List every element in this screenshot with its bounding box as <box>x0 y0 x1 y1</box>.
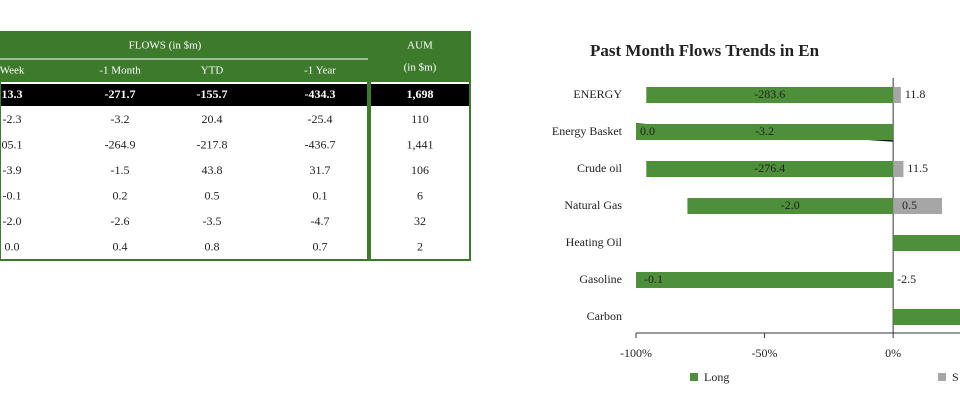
table-cell: 1,698 <box>407 87 434 101</box>
y-tick-label: Crude oil <box>577 161 623 175</box>
total-row-bg <box>0 84 368 106</box>
legend-swatch <box>938 373 946 381</box>
data-label: -2.0 <box>781 198 800 212</box>
bar <box>636 272 894 288</box>
bar <box>893 198 942 214</box>
data-label: 0.5 <box>902 198 917 212</box>
table-cell: 2 <box>417 239 423 253</box>
table-cell: -434.3 <box>305 87 336 101</box>
legend-swatch <box>690 373 698 381</box>
table-cell: -2.6 <box>111 214 130 228</box>
bar <box>646 87 894 103</box>
table-cell: 0.0 <box>5 239 20 253</box>
data-label: -3.2 <box>755 124 774 138</box>
aum-header: AUM <box>407 40 433 52</box>
table-border <box>0 31 369 261</box>
data-label: -283.6 <box>754 87 785 101</box>
legend-label: Long <box>704 370 729 384</box>
column-header: Week <box>0 65 25 77</box>
table-cell: -25.4 <box>308 112 333 126</box>
table-cell: 6 <box>417 188 423 202</box>
table-cell: -436.7 <box>305 137 336 151</box>
table-cell: 31.7 <box>310 163 331 177</box>
table-cell: 0.5 <box>205 188 220 202</box>
table-cell: 110 <box>411 112 429 126</box>
x-tick-label: 0% <box>885 346 901 360</box>
table-cell: -264.9 <box>105 137 136 151</box>
bar <box>636 124 894 140</box>
table-cell: -3.5 <box>203 214 222 228</box>
table-cell: 13.3 <box>2 87 23 101</box>
table-cell: 106 <box>411 163 429 177</box>
data-label: 11.8 <box>905 87 926 101</box>
table-group-header: FLOWS (in $m) <box>129 40 202 52</box>
chart-title: Past Month Flows Trends in En <box>590 41 820 60</box>
y-tick-label: Natural Gas <box>564 198 622 212</box>
table-cell: -0.1 <box>3 188 22 202</box>
table-cell: 0.1 <box>313 188 328 202</box>
table-cell: -2.0 <box>3 214 22 228</box>
column-header: YTD <box>201 65 224 77</box>
table-cell: 05.1 <box>2 137 23 151</box>
y-tick-label: Energy Basket <box>552 124 623 138</box>
data-label: 11.5 <box>907 161 928 175</box>
bar <box>893 309 960 325</box>
data-label: -0.1 <box>644 272 663 286</box>
y-tick-label: Heating Oil <box>566 235 623 249</box>
total-aum-bg <box>370 84 470 106</box>
table-cell: 0.2 <box>113 188 128 202</box>
data-label: -276.4 <box>754 161 785 175</box>
aum-header: (in $m) <box>404 62 437 74</box>
bar <box>893 235 960 251</box>
bar <box>646 161 894 177</box>
table-cell: 0.8 <box>205 239 220 253</box>
x-tick-label: -50% <box>752 346 778 360</box>
column-header: -1 Year <box>304 65 336 77</box>
table-cell: 1,441 <box>407 137 434 151</box>
legend-label: S <box>952 370 959 384</box>
table-cell: -217.8 <box>197 137 228 151</box>
column-header: -1 Month <box>99 65 141 77</box>
aum-border <box>369 31 471 261</box>
table-cell: -4.7 <box>311 214 330 228</box>
table-cell: -271.7 <box>105 87 136 101</box>
bar <box>687 198 894 214</box>
table-cell: 43.8 <box>202 163 223 177</box>
table-cell: 20.4 <box>202 112 223 126</box>
x-tick-label: -100% <box>620 346 652 360</box>
y-tick-label: ENERGY <box>573 87 622 101</box>
bar <box>893 161 904 177</box>
table-cell: 0.7 <box>313 239 328 253</box>
table-cell: -3.9 <box>3 163 22 177</box>
aum-header-bg <box>370 32 470 82</box>
table-cell: -3.2 <box>111 112 130 126</box>
y-tick-label: Carbon <box>587 309 622 323</box>
data-label: 0.0 <box>640 124 655 138</box>
table-cell: -2.3 <box>3 112 22 126</box>
table-cell: 0.4 <box>113 239 128 253</box>
bar <box>893 87 901 103</box>
table-cell: 32 <box>414 214 426 228</box>
table-cell: -1.5 <box>111 163 130 177</box>
table-cell: -155.7 <box>197 87 228 101</box>
data-label: -2.5 <box>897 272 916 286</box>
table-header-bg <box>0 32 368 82</box>
y-tick-label: Gasoline <box>579 272 622 286</box>
